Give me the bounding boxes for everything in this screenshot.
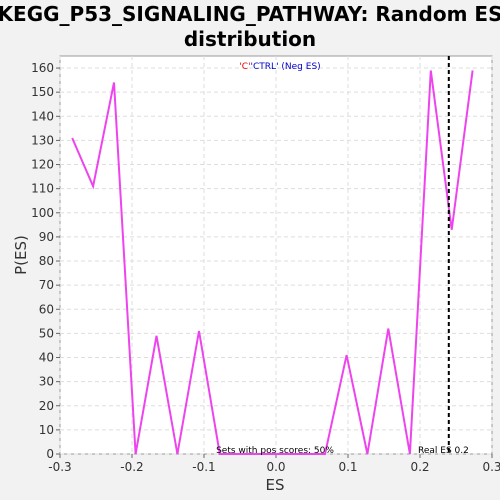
axis-ticks: 0 10 20 30 40 50 60 70 80 90 100 110 120 130 140 150 160…: [31, 61, 500, 474]
y-tick-label: 70: [39, 278, 54, 292]
y-tick-label: 130: [31, 133, 54, 147]
y-tick-label: 150: [31, 85, 54, 99]
y-tick-label: 140: [31, 109, 54, 123]
legend-part-group: 'C': [239, 62, 250, 72]
x-tick-label: -0.1: [192, 460, 215, 474]
series-layer: [71, 70, 474, 455]
y-tick-label: 0: [46, 447, 54, 461]
y-tick-label: 60: [39, 302, 54, 316]
x-tick-label: 0.0: [266, 460, 285, 474]
y-axis-label: P(ES): [12, 235, 30, 275]
y-tick-label: 30: [39, 375, 54, 389]
y-tick-label: 40: [39, 351, 54, 365]
y-tick-label: 10: [39, 423, 54, 437]
legend: 'C''CTRL' (Neg ES): [239, 62, 320, 72]
real-es-annotation: Real ES 0.2: [418, 446, 469, 456]
y-tick-label: 110: [31, 182, 54, 196]
y-tick-label: 80: [39, 254, 54, 268]
x-tick-label: -0.2: [120, 460, 143, 474]
legend-part-label: 'CTRL' (Neg ES): [251, 62, 321, 72]
y-tick-label: 160: [31, 61, 54, 75]
x-axis-label: ES: [266, 476, 285, 494]
y-tick-label: 100: [31, 206, 54, 220]
x-tick-label: 0.3: [482, 460, 500, 474]
chart-title-line1: KEGG_P53_SIGNALING_PATHWAY: Random ES: [0, 2, 500, 26]
y-tick-label: 90: [39, 230, 54, 244]
x-tick-label: 0.1: [338, 460, 357, 474]
y-tick-label: 20: [39, 399, 54, 413]
y-tick-label: 50: [39, 326, 54, 340]
x-tick-label: -0.3: [48, 460, 71, 474]
series-line: [71, 70, 474, 455]
x-tick-label: 0.2: [410, 460, 429, 474]
chart-title-line2: distribution: [184, 27, 316, 51]
pos-scores-annotation: Sets with pos scores: 50%: [216, 446, 334, 456]
y-tick-label: 120: [31, 158, 54, 172]
